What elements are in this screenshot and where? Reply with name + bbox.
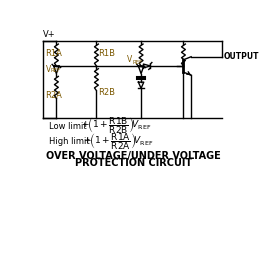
Text: High limit: High limit	[49, 137, 89, 146]
Text: PROTECTION CIRCUIT: PROTECTION CIRCUIT	[75, 158, 192, 168]
Text: R2B: R2B	[98, 88, 115, 97]
Text: $+\!\left(1+\dfrac{\mathrm{R1A}}{\mathrm{R2A}}\right)\!V_{\mathrm{REF}}$: $+\!\left(1+\dfrac{\mathrm{R1A}}{\mathrm…	[82, 131, 153, 152]
Text: R1A: R1A	[46, 49, 62, 58]
Text: REF: REF	[51, 68, 61, 73]
Text: OUTPUT: OUTPUT	[223, 52, 259, 61]
Text: V: V	[46, 64, 51, 74]
Text: Low limit: Low limit	[49, 122, 86, 130]
Text: V+: V+	[43, 30, 55, 39]
Text: $+\!\left(1+\dfrac{\mathrm{R1B}}{\mathrm{R2B}}\right)\!V_{\mathrm{REF}}$: $+\!\left(1+\dfrac{\mathrm{R1B}}{\mathrm…	[81, 116, 151, 137]
Text: REF: REF	[132, 60, 143, 65]
Text: R2A: R2A	[46, 92, 62, 100]
Text: R1B: R1B	[98, 49, 115, 58]
Text: V: V	[127, 55, 133, 64]
Text: OVER VOLTAGE/UNDER VOLTAGE: OVER VOLTAGE/UNDER VOLTAGE	[46, 151, 221, 161]
